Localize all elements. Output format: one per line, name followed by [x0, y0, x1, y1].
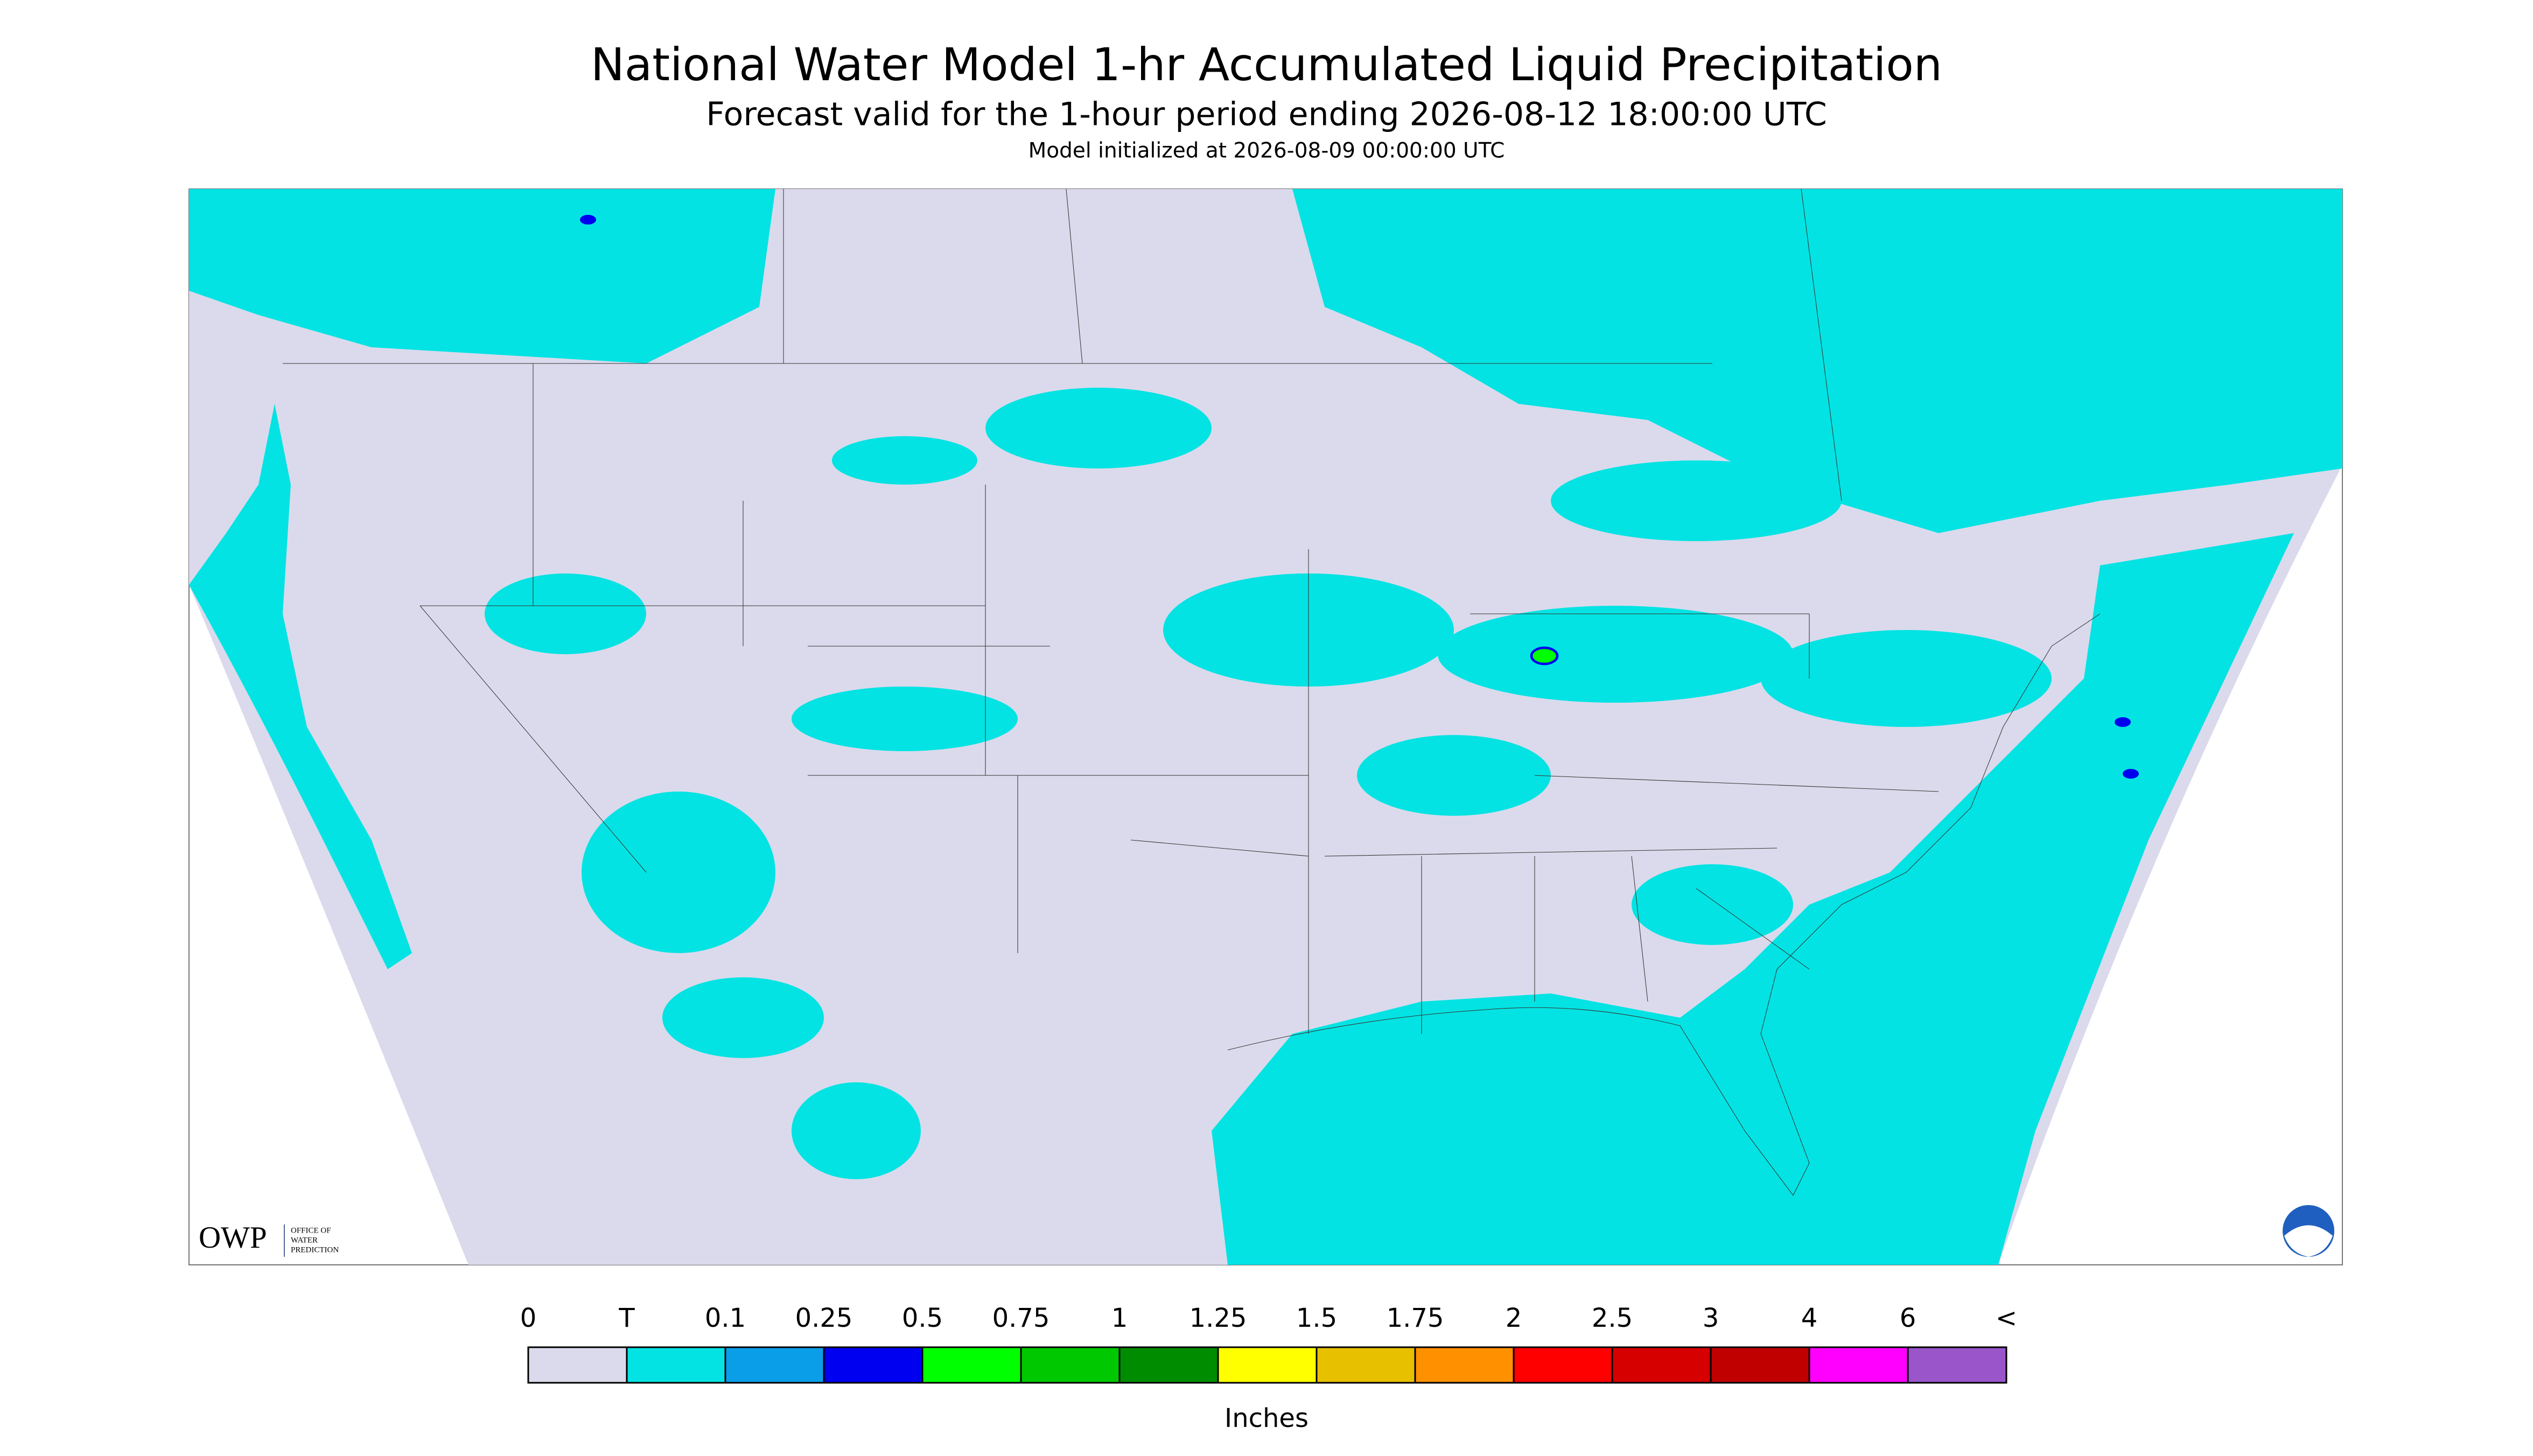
- legend-label: <: [1996, 1303, 2017, 1333]
- heavy-cell: [2123, 769, 2139, 779]
- noaa-logo: [2283, 1205, 2334, 1257]
- heavy-cell: [580, 215, 596, 225]
- legend-label: 2.5: [1592, 1303, 1633, 1333]
- legend-unit: Inches: [1224, 1403, 1309, 1433]
- title: National Water Model 1-hr Accumulated Li…: [591, 38, 1942, 91]
- legend-swatch: [1316, 1346, 1416, 1384]
- legend-label: T: [618, 1303, 635, 1333]
- logo-text: WATER: [291, 1236, 318, 1244]
- init-note: Model initialized at 2026-08-09 00:00:00…: [1028, 139, 1505, 163]
- legend-label: 1.5: [1296, 1303, 1337, 1333]
- legend-swatch: [921, 1346, 1022, 1384]
- logo-mark: OWP: [199, 1221, 267, 1255]
- legend: 0 T 0.1 0.25 0.5 0.75 1 1.25 1.5 1.75 2 2.5 3 4 6 <: [520, 1303, 2017, 1384]
- legend-label: 2: [1506, 1303, 1522, 1333]
- legend-label: 0: [520, 1303, 537, 1333]
- legend-label: 4: [1801, 1303, 1818, 1333]
- logo-text: OFFICE OF: [291, 1226, 331, 1235]
- legend-label: 1.25: [1189, 1303, 1247, 1333]
- owp-logo: OWP OFFICE OF WATER PREDICTION: [199, 1221, 339, 1257]
- legend-label: 1: [1111, 1303, 1128, 1333]
- legend-swatch: [1217, 1346, 1318, 1384]
- heavy-cell: [1530, 646, 1559, 666]
- legend-swatch: [1513, 1346, 1613, 1384]
- legend-swatch: [527, 1346, 628, 1384]
- legend-label: 0.75: [992, 1303, 1050, 1333]
- legend-swatch: [1414, 1346, 1515, 1384]
- legend-label: 6: [1900, 1303, 1916, 1333]
- legend-swatch: [1907, 1346, 2007, 1384]
- subtitle: Forecast valid for the 1-hour period end…: [706, 96, 1827, 134]
- legend-label: 0.25: [795, 1303, 853, 1333]
- legend-swatch: [823, 1346, 923, 1384]
- boundaries: [283, 188, 2101, 1196]
- legend-swatch: [626, 1346, 726, 1384]
- heavy-cell: [2115, 717, 2131, 727]
- legend-label: 0.5: [902, 1303, 943, 1333]
- legend-swatch: [1611, 1346, 1712, 1384]
- noaa-bird: [2284, 1225, 2333, 1257]
- legend-swatch: [1118, 1346, 1219, 1384]
- legend-swatch: [724, 1346, 825, 1384]
- legend-label: 3: [1703, 1303, 1719, 1333]
- legend-label: 1.75: [1387, 1303, 1444, 1333]
- map: OWP OFFICE OF WATER PREDICTION: [188, 188, 2343, 1265]
- legend-swatch: [1710, 1346, 1810, 1384]
- logo-text: PREDICTION: [291, 1245, 339, 1254]
- legend-label: 0.1: [705, 1303, 746, 1333]
- legend-swatch: [1808, 1346, 1909, 1384]
- legend-swatch: [1020, 1346, 1121, 1384]
